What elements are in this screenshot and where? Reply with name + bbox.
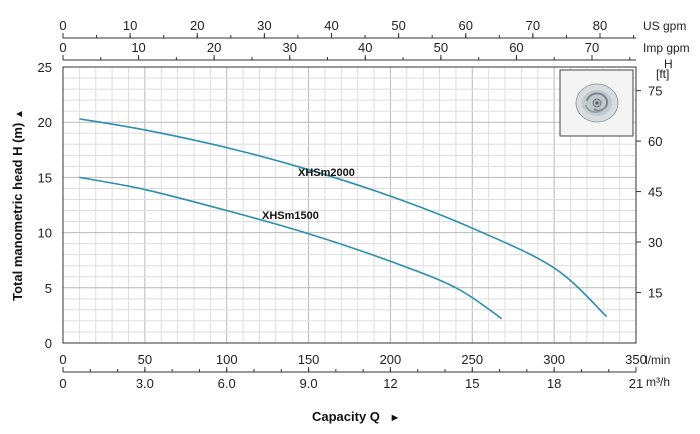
x-tick-lmin: 300 (543, 352, 565, 367)
x-tick-imp-gpm: 20 (207, 40, 221, 55)
unit-lmin: l/min (645, 353, 670, 367)
series-label-xhsm1500: XHSm1500 (262, 210, 319, 222)
x-tick-m3h: 3.0 (136, 376, 154, 391)
x-tick-m3h: 21 (629, 376, 643, 391)
x-tick-us-gpm: 30 (257, 18, 271, 33)
y-axis-title: Total manometric head H (m) ▲ (10, 109, 25, 301)
x-tick-lmin: 200 (380, 352, 402, 367)
unit-ft-h: H (664, 57, 673, 71)
unit-us-gpm: US gpm (643, 19, 686, 33)
impeller-thumbnail (559, 69, 634, 137)
x-tick-m3h: 18 (547, 376, 561, 391)
series-line-xhsm2000 (79, 118, 608, 318)
performance-curves (79, 118, 608, 320)
grid (62, 66, 637, 344)
x-tick-imp-gpm: 0 (59, 40, 66, 55)
x-axis-title-text: Capacity Q (312, 409, 380, 424)
y-tick-ft: 30 (648, 235, 662, 250)
unit-ft: [ft] (656, 67, 669, 81)
y-tick-m: 5 (45, 281, 52, 296)
y-axis-title-text: Total manometric head H (m) (10, 123, 25, 301)
x-tick-m3h: 9.0 (300, 376, 318, 391)
x-tick-us-gpm: 60 (459, 18, 473, 33)
y-axis-arrow: ▲ (14, 109, 25, 119)
series-labels: XHSm2000 XHSm1500 (262, 167, 355, 222)
y-tick-m: 0 (45, 336, 52, 351)
x-tick-imp-gpm: 30 (282, 40, 296, 55)
x-tick-us-gpm: 10 (123, 18, 137, 33)
y-tick-ft: 60 (648, 134, 662, 149)
x-axis-title: Capacity Q ► (312, 409, 400, 424)
unit-m3h: m³/h (646, 375, 670, 389)
x-tick-us-gpm: 80 (593, 18, 607, 33)
y-tick-m: 25 (38, 60, 52, 75)
x-tick-imp-gpm: 60 (509, 40, 523, 55)
x-tick-lmin: 0 (59, 352, 66, 367)
y-tick-ft: 75 (648, 84, 662, 99)
x-tick-m3h: 6.0 (218, 376, 236, 391)
x-tick-us-gpm: 50 (391, 18, 405, 33)
x-axis-arrow: ► (390, 412, 401, 424)
x-tick-lmin: 350 (625, 352, 647, 367)
plot-frame (62, 66, 637, 344)
y-tick-m: 15 (38, 170, 52, 185)
x-tick-us-gpm: 0 (59, 18, 66, 33)
x-tick-imp-gpm: 50 (434, 40, 448, 55)
y-tick-m: 10 (38, 226, 52, 241)
x-tick-us-gpm: 20 (190, 18, 204, 33)
impeller-icon (575, 83, 619, 123)
y-tick-ft: 45 (648, 185, 662, 200)
x-tick-m3h: 15 (465, 376, 479, 391)
x-tick-lmin: 250 (461, 352, 483, 367)
series-line-xhsm1500 (79, 176, 503, 320)
x-tick-lmin: 150 (298, 352, 320, 367)
series-label-xhsm2000: XHSm2000 (298, 167, 355, 179)
x-tick-imp-gpm: 40 (358, 40, 372, 55)
x-tick-m3h: 0 (59, 376, 66, 391)
x-tick-imp-gpm: 70 (585, 40, 599, 55)
x-tick-us-gpm: 70 (526, 18, 540, 33)
x-tick-lmin: 50 (138, 352, 152, 367)
x-tick-us-gpm: 40 (324, 18, 338, 33)
x-tick-imp-gpm: 10 (131, 40, 145, 55)
x-tick-m3h: 12 (383, 376, 397, 391)
unit-imp-gpm: Imp gpm (643, 41, 690, 55)
y-tick-m: 20 (38, 115, 52, 130)
y-tick-ft: 15 (648, 286, 662, 301)
x-tick-lmin: 100 (216, 352, 238, 367)
